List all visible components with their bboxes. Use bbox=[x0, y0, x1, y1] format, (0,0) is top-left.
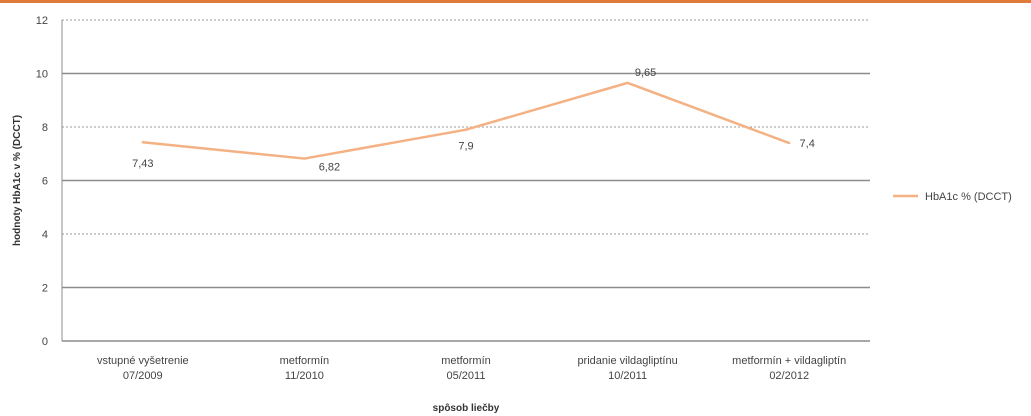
y-axis-ticks: 0 2 4 6 8 10 12 bbox=[36, 15, 48, 348]
data-point bbox=[788, 141, 791, 145]
y-tick-label: 12 bbox=[36, 15, 48, 27]
legend-label: HbA1c % (DCCT) bbox=[925, 191, 1012, 203]
data-point bbox=[626, 81, 629, 85]
y-tick-label: 4 bbox=[42, 229, 48, 241]
x-category-label-line: 07/2009 bbox=[123, 370, 163, 382]
data-label: 7,43 bbox=[132, 158, 153, 170]
gridlines bbox=[61, 19, 870, 342]
x-category-label-line: vstupné vyšetrenie bbox=[97, 355, 189, 367]
x-category-label: pridanie vildagliptínu 10/2011 bbox=[577, 355, 677, 382]
x-category-label: metformín 05/2011 bbox=[441, 355, 491, 382]
y-tick-label: 0 bbox=[42, 336, 48, 348]
x-category-label-line: metformín bbox=[441, 355, 491, 367]
x-category-label-line: 02/2012 bbox=[769, 370, 809, 382]
data-label: 7,4 bbox=[800, 138, 815, 150]
data-labels: 7,43 6,82 7,9 9,65 7,4 bbox=[132, 67, 815, 174]
x-category-label-line: 05/2011 bbox=[447, 370, 486, 382]
x-category-label: vstupné vyšetrenie 07/2009 bbox=[97, 355, 189, 382]
y-axis-title: hodnoty HbA1c v % (DCCT) bbox=[12, 115, 23, 246]
series-layer bbox=[141, 81, 791, 160]
top-accent-rule bbox=[0, 0, 1031, 3]
x-category-label-line: metformín bbox=[280, 355, 330, 367]
x-category-label-line: 10/2011 bbox=[608, 370, 647, 382]
y-tick-label: 8 bbox=[42, 122, 48, 134]
data-point bbox=[303, 157, 306, 160]
x-category-label: metformín + vildagliptín 02/2012 bbox=[732, 355, 846, 382]
data-label: 9,65 bbox=[635, 67, 656, 79]
y-tick-label: 2 bbox=[42, 283, 48, 295]
data-point bbox=[141, 141, 144, 144]
y-tick-label: 10 bbox=[36, 69, 48, 81]
x-axis-categories: vstupné vyšetrenie 07/2009 metformín 11/201… bbox=[97, 355, 846, 382]
x-category-label-line: metformín + vildagliptín bbox=[732, 355, 846, 367]
data-point bbox=[464, 128, 468, 131]
legend: HbA1c % (DCCT) bbox=[893, 191, 1012, 203]
data-label: 7,9 bbox=[458, 141, 473, 153]
data-label: 6,82 bbox=[319, 162, 340, 174]
x-category-label: metformín 11/2010 bbox=[280, 355, 330, 382]
x-axis-title: spôsob liečby bbox=[433, 403, 500, 414]
x-category-label-line: pridanie vildagliptínu bbox=[577, 355, 677, 367]
x-category-label-line: 11/2010 bbox=[285, 370, 324, 382]
y-tick-label: 6 bbox=[42, 176, 48, 188]
